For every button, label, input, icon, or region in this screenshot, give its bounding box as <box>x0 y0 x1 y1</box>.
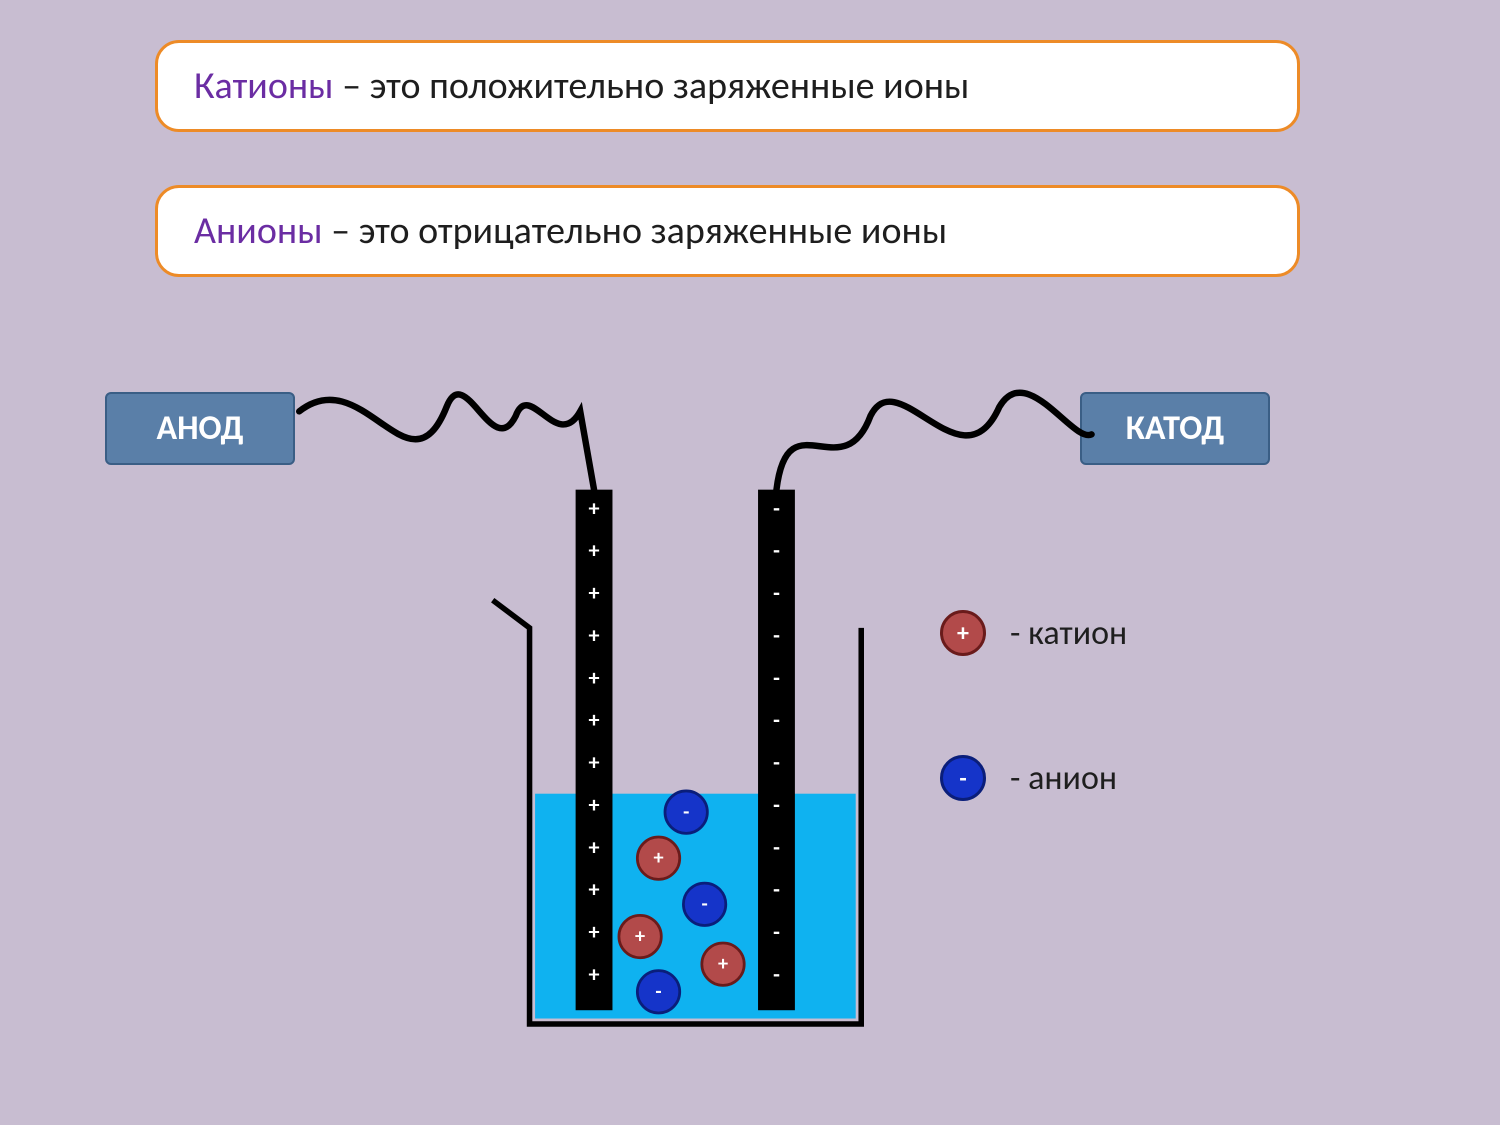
svg-text:-: - <box>773 537 780 564</box>
svg-text:+: + <box>589 621 600 648</box>
svg-text:-: - <box>683 800 689 824</box>
wire-cathode <box>776 393 1091 490</box>
svg-text:-: - <box>773 876 780 903</box>
svg-text:+: + <box>718 952 728 976</box>
svg-text:-: - <box>773 494 780 521</box>
svg-text:-: - <box>773 706 780 733</box>
svg-text:-: - <box>702 892 708 916</box>
svg-text:-: - <box>773 749 780 776</box>
svg-text:-: - <box>655 980 661 1004</box>
svg-text:+: + <box>589 749 600 776</box>
svg-text:+: + <box>589 494 600 521</box>
svg-text:-: - <box>773 918 780 945</box>
svg-text:+: + <box>589 579 600 606</box>
term-cation: Катионы <box>194 63 334 109</box>
svg-text:+: + <box>589 537 600 564</box>
wire-anode <box>299 394 594 489</box>
svg-text:+: + <box>589 664 600 691</box>
anode-label: АНОД <box>105 392 295 465</box>
svg-text:+: + <box>589 833 600 860</box>
definition-cation: Катионы – это положительно заряженные ио… <box>155 40 1300 132</box>
svg-text:+: + <box>589 706 600 733</box>
svg-text:+: + <box>589 960 600 987</box>
svg-text:+: + <box>589 791 600 818</box>
svg-text:-: - <box>773 791 780 818</box>
svg-text:+: + <box>653 846 663 870</box>
definition-anion: Анионы – это отрицательно заряженные ион… <box>155 185 1300 277</box>
electrolysis-diagram: ++++++++++++ ------------ -+-++- <box>290 340 1110 1100</box>
def-anion-text: – это отрицательно заряженные ионы <box>323 208 948 254</box>
svg-text:+: + <box>589 876 600 903</box>
svg-text:-: - <box>773 664 780 691</box>
svg-text:-: - <box>773 833 780 860</box>
term-anion: Анионы <box>194 208 323 254</box>
def-cation-text: – это положительно заряженные ионы <box>334 63 970 109</box>
svg-text:-: - <box>773 579 780 606</box>
svg-text:+: + <box>635 924 645 948</box>
svg-text:+: + <box>589 918 600 945</box>
svg-text:-: - <box>773 960 780 987</box>
svg-text:-: - <box>773 621 780 648</box>
